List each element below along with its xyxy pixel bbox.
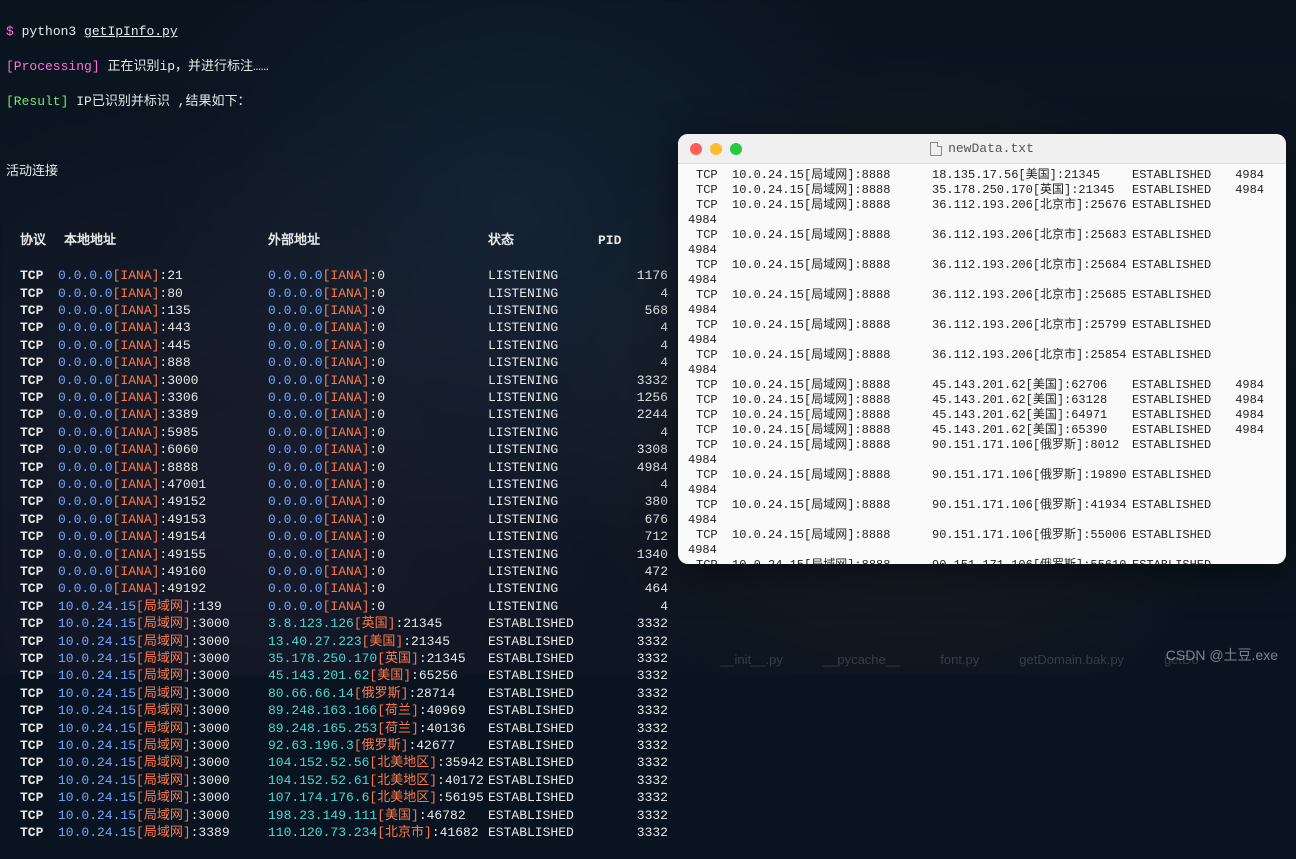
notepad-row: TCP10.0.24.15[局域网]:888836.112.193.206[北京… (688, 348, 1276, 363)
table-row: TCP10.0.24.15[局域网]:300092.63.196.3[俄罗斯]:… (6, 737, 1290, 754)
processing-line: [Processing] 正在识别ip，并进行标注…… (6, 58, 1290, 75)
notepad-row: TCP10.0.24.15[局域网]:888836.112.193.206[北京… (688, 318, 1276, 333)
maximize-icon[interactable] (730, 143, 742, 155)
notepad-row-wrap: 4984 (688, 303, 1276, 318)
bg-file: __pycache__ (823, 652, 900, 667)
notepad-row-wrap: 4984 (688, 213, 1276, 228)
notepad-body[interactable]: TCP10.0.24.15[局域网]:888818.135.17.56[美国]:… (678, 164, 1286, 564)
notepad-row: TCP10.0.24.15[局域网]:888890.151.171.106[俄罗… (688, 558, 1276, 564)
notepad-row: TCP10.0.24.15[局域网]:888845.143.201.62[美国]… (688, 393, 1276, 408)
notepad-title: newData.txt (678, 141, 1286, 156)
table-row: TCP10.0.24.15[局域网]:30003.8.123.126[英国]:2… (6, 615, 1290, 632)
notepad-row: TCP10.0.24.15[局域网]:888836.112.193.206[北京… (688, 198, 1276, 213)
notepad-row-wrap: 4984 (688, 363, 1276, 378)
watermark: CSDN @土豆.exe (1166, 645, 1278, 665)
notepad-row: TCP10.0.24.15[局域网]:888845.143.201.62[美国]… (688, 423, 1276, 438)
hdr-local: 本地地址 (58, 232, 268, 249)
close-icon[interactable] (690, 143, 702, 155)
table-row: TCP10.0.24.15[局域网]:3000107.174.176.6[北美地… (6, 789, 1290, 806)
notepad-row-wrap: 4984 (688, 543, 1276, 558)
table-row: TCP10.0.24.15[局域网]:3000198.23.149.111[美国… (6, 807, 1290, 824)
notepad-row-wrap: 4984 (688, 513, 1276, 528)
notepad-row-wrap: 4984 (688, 243, 1276, 258)
file-icon (930, 142, 942, 156)
result-line: [Result] IP已识别并标识 ,结果如下： (6, 93, 1290, 110)
bg-file: font.py (940, 652, 979, 667)
notepad-row-wrap: 4984 (688, 483, 1276, 498)
table-row: TCP0.0.0.0[IANA]:491920.0.0.0[IANA]:0LIS… (6, 580, 1290, 597)
notepad-row: TCP10.0.24.15[局域网]:888836.112.193.206[北京… (688, 288, 1276, 303)
notepad-titlebar[interactable]: newData.txt (678, 134, 1286, 164)
notepad-row: TCP10.0.24.15[局域网]:888836.112.193.206[北京… (688, 228, 1276, 243)
table-row: TCP10.0.24.15[局域网]:1390.0.0.0[IANA]:0LIS… (6, 598, 1290, 615)
bg-file: __init__.py (720, 652, 783, 667)
prompt-symbol: $ (6, 24, 14, 39)
table-row: TCP10.0.24.15[局域网]:3000104.152.52.56[北美地… (6, 754, 1290, 771)
hdr-pid: PID (598, 232, 668, 249)
hdr-state: 状态 (488, 232, 598, 249)
notepad-row-wrap: 4984 (688, 333, 1276, 348)
prompt-arg: getIpInfo.py (84, 24, 178, 39)
minimize-icon[interactable] (710, 143, 722, 155)
notepad-row: TCP10.0.24.15[局域网]:888890.151.171.106[俄罗… (688, 528, 1276, 543)
table-row: TCP10.0.24.15[局域网]:300045.143.201.62[美国]… (6, 667, 1290, 684)
notepad-row: TCP10.0.24.15[局域网]:888890.151.171.106[俄罗… (688, 498, 1276, 513)
prompt-cmd: python3 (22, 24, 77, 39)
notepad-row: TCP10.0.24.15[局域网]:888835.178.250.170[英国… (688, 183, 1276, 198)
processing-label: [Processing] (6, 59, 100, 74)
notepad-row: TCP10.0.24.15[局域网]:888818.135.17.56[美国]:… (688, 168, 1276, 183)
notepad-window[interactable]: newData.txt TCP10.0.24.15[局域网]:888818.13… (678, 134, 1286, 564)
notepad-row: TCP10.0.24.15[局域网]:888836.112.193.206[北京… (688, 258, 1276, 273)
window-controls[interactable] (690, 143, 742, 155)
table-row: TCP0.0.0.0[IANA]:491600.0.0.0[IANA]:0LIS… (6, 563, 1290, 580)
notepad-title-text: newData.txt (948, 141, 1034, 156)
notepad-row: TCP10.0.24.15[局域网]:888890.151.171.106[俄罗… (688, 438, 1276, 453)
processing-text: 正在识别ip，并进行标注…… (107, 59, 268, 74)
table-row: TCP10.0.24.15[局域网]:300089.248.163.166[荷兰… (6, 702, 1290, 719)
notepad-row: TCP10.0.24.15[局域网]:888845.143.201.62[美国]… (688, 408, 1276, 423)
hdr-remote: 外部地址 (268, 232, 488, 249)
table-row: TCP10.0.24.15[局域网]:300080.66.66.14[俄罗斯]:… (6, 685, 1290, 702)
table-row: TCP10.0.24.15[局域网]:3389110.120.73.234[北京… (6, 824, 1290, 841)
table-row: TCP10.0.24.15[局域网]:300013.40.27.223[美国]:… (6, 633, 1290, 650)
notepad-row: TCP10.0.24.15[局域网]:888890.151.171.106[俄罗… (688, 468, 1276, 483)
table-row: TCP10.0.24.15[局域网]:300089.248.165.253[荷兰… (6, 720, 1290, 737)
result-text: IP已识别并标识 ,结果如下： (76, 94, 250, 109)
notepad-row: TCP10.0.24.15[局域网]:888845.143.201.62[美国]… (688, 378, 1276, 393)
notepad-row-wrap: 4984 (688, 453, 1276, 468)
prompt-line: $ python3 getIpInfo.py (6, 23, 1290, 40)
notepad-row-wrap: 4984 (688, 273, 1276, 288)
result-label: [Result] (6, 94, 68, 109)
bg-file: getDomain.bak.py (1019, 652, 1124, 667)
hdr-proto: 协议 (6, 232, 58, 249)
table-row: TCP10.0.24.15[局域网]:3000104.152.52.61[北美地… (6, 772, 1290, 789)
